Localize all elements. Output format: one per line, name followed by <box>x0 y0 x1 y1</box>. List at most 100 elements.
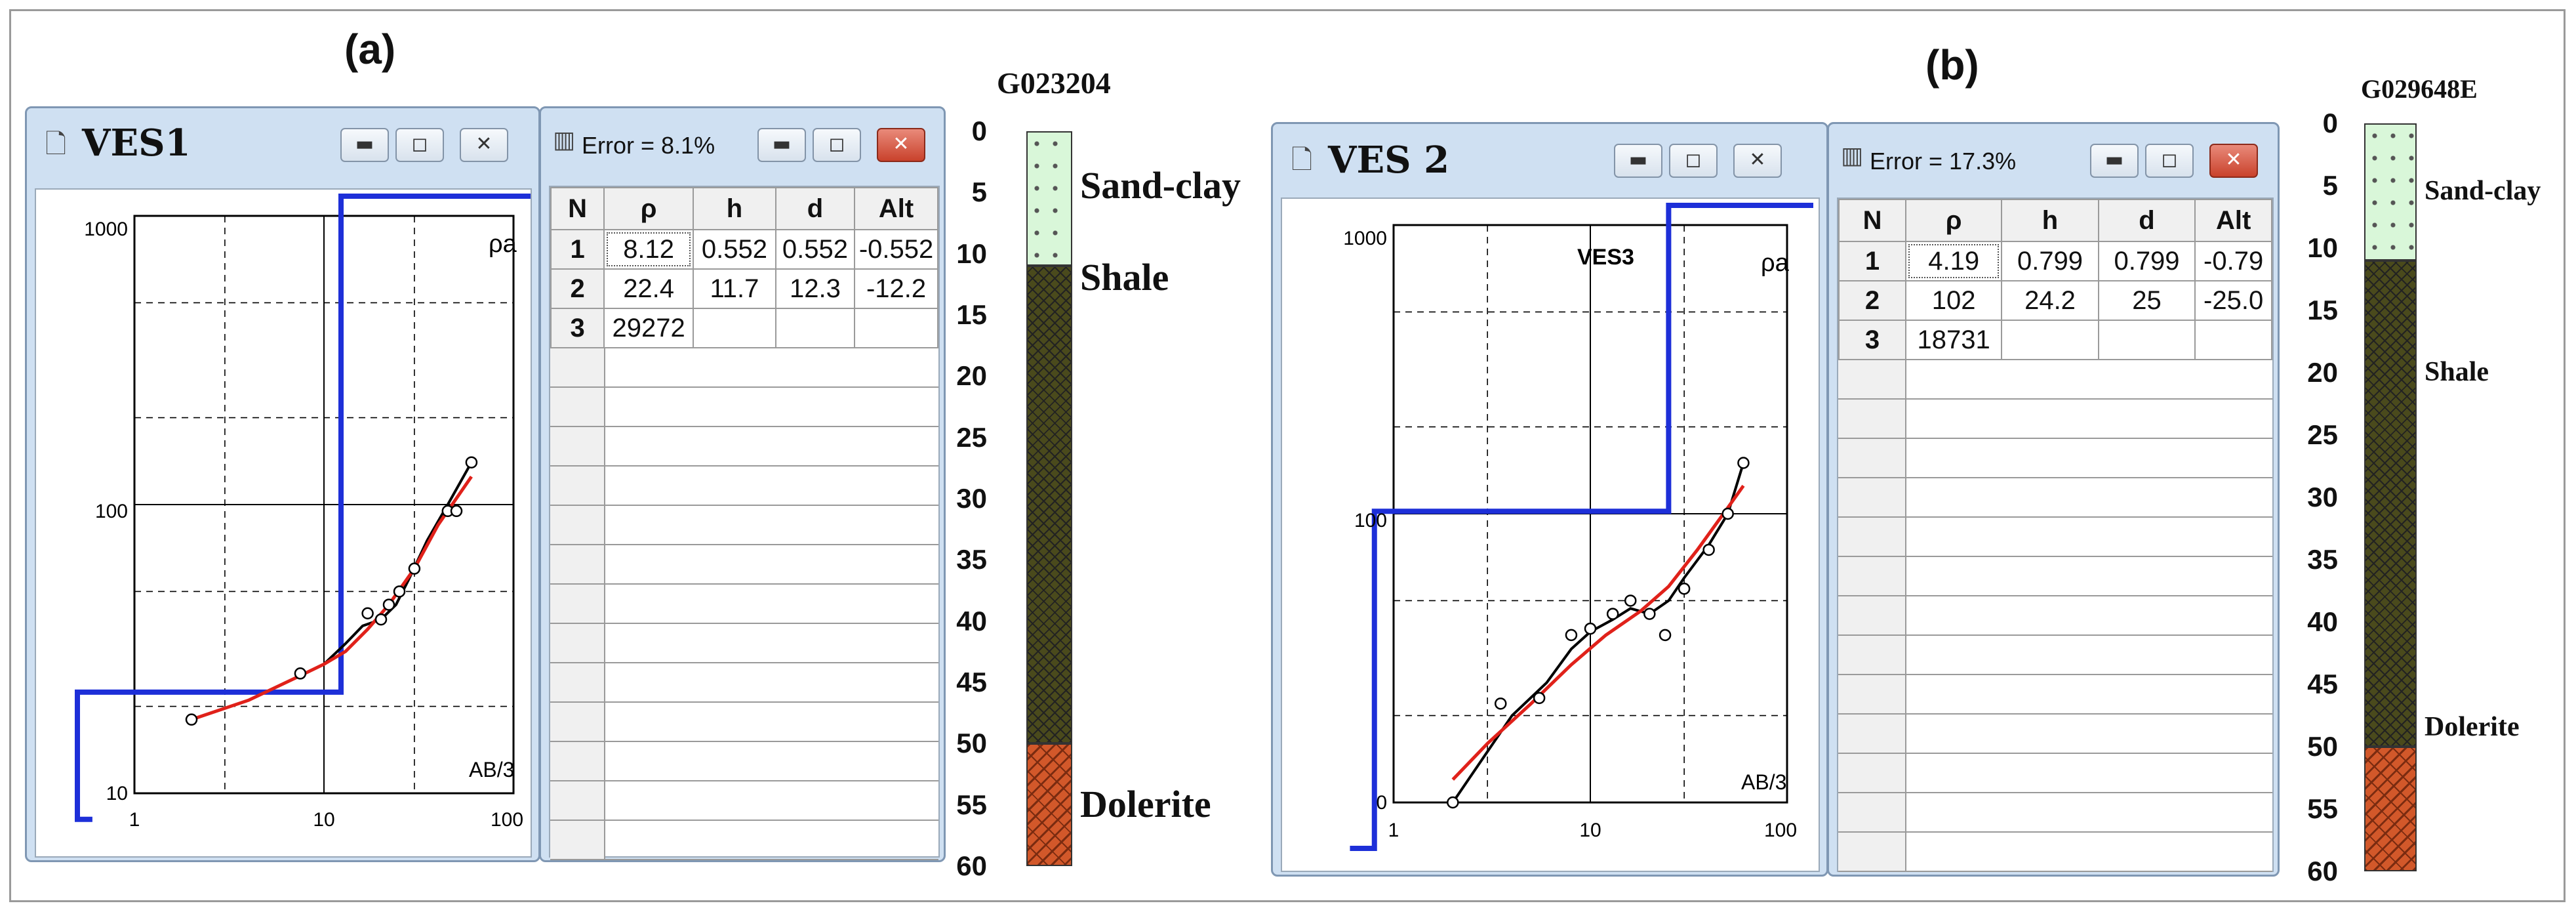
ves-window-b[interactable]: 🗋 VES 2 ▬ ◻ ✕ VES3 ρa AB/3 1000 100 0 1 … <box>1271 122 1828 877</box>
empty-table-row[interactable] <box>1838 636 2272 675</box>
ves-plot-area[interactable]: ρa AB/3 1000 100 10 1 10 100 <box>35 188 532 858</box>
minimize-button[interactable]: ▬ <box>340 128 389 162</box>
close-button[interactable]: ✕ <box>877 128 925 162</box>
cell-rho[interactable]: 102 <box>1905 280 2003 321</box>
depth-tick-label: 55 <box>956 789 987 820</box>
empty-table-row[interactable] <box>550 703 938 742</box>
cell-alt[interactable]: -25.0 <box>2194 280 2272 321</box>
empty-table-row[interactable] <box>550 545 938 585</box>
empty-table-row[interactable] <box>1838 360 2272 400</box>
empty-table-row[interactable] <box>550 585 938 624</box>
cell-h[interactable] <box>693 308 776 348</box>
ves-plot-area[interactable]: VES3 ρa AB/3 1000 100 0 1 10 100 <box>1281 197 1820 872</box>
table-window-a[interactable]: ▥ Error = 8.1% ▬ ◻ ✕ N ρ h d Alt 1 8.12 … <box>539 106 946 862</box>
ves-window-titlebar[interactable]: 🗋 VES 2 ▬ ◻ ✕ <box>1273 124 1826 188</box>
row-header-cell <box>550 585 605 623</box>
cell-h[interactable]: 11.7 <box>693 268 776 309</box>
cell-alt[interactable] <box>854 308 938 348</box>
empty-table-row[interactable] <box>550 663 938 703</box>
cell-alt[interactable]: -0.79 <box>2194 241 2272 281</box>
empty-table-row[interactable] <box>550 467 938 506</box>
depth-tick-label: 15 <box>956 299 987 330</box>
cell-h[interactable]: 24.2 <box>2001 280 2099 321</box>
cell-rho[interactable]: 18731 <box>1905 320 2003 360</box>
table-row[interactable]: 1 4.19 0.799 0.799 -0.79 <box>1838 241 2272 281</box>
lithology-layer <box>2364 260 2417 747</box>
cell-d[interactable]: 25 <box>2097 280 2196 321</box>
minimize-button[interactable]: ▬ <box>757 128 806 162</box>
cell-rho[interactable]: 8.12 <box>603 229 694 270</box>
empty-table-row[interactable] <box>1838 715 2272 754</box>
cell-rho[interactable]: 4.19 <box>1905 241 2003 281</box>
table-window-titlebar[interactable]: ▥ Error = 17.3% ▬ ◻ ✕ <box>1829 124 2278 188</box>
table-window-b[interactable]: ▥ Error = 17.3% ▬ ◻ ✕ N ρ h d Alt 1 4.19… <box>1827 122 2280 877</box>
empty-table-row[interactable] <box>550 742 938 781</box>
error-title: Error = 8.1% <box>582 132 715 159</box>
ves-window-titlebar[interactable]: 🗋 VES1 ▬ ◻ ✕ <box>27 108 538 173</box>
table-row[interactable]: 2 22.4 11.7 12.3 -12.2 <box>550 268 938 309</box>
empty-table-row[interactable] <box>550 388 938 427</box>
empty-table-row[interactable] <box>1838 596 2272 636</box>
table-row[interactable]: 3 18731 <box>1838 320 2272 360</box>
maximize-button[interactable]: ◻ <box>2145 144 2194 178</box>
layered-model-line <box>75 194 531 822</box>
empty-table-row[interactable] <box>550 821 938 860</box>
empty-table-row[interactable] <box>550 506 938 545</box>
minimize-button[interactable]: ▬ <box>2090 144 2139 178</box>
y-tick-label: 10 <box>106 783 128 804</box>
cell-rho[interactable]: 22.4 <box>603 268 694 309</box>
ves-window-a[interactable]: 🗋 VES1 ▬ ◻ ✕ ρa AB/3 1000 100 10 1 10 10… <box>25 106 540 862</box>
table-row[interactable]: 3 29272 <box>550 308 938 348</box>
ves-chart-b: VES3 ρa AB/3 1000 100 0 1 10 100 <box>1343 203 1813 851</box>
maximize-button[interactable]: ◻ <box>813 128 861 162</box>
empty-table-row[interactable] <box>1838 675 2272 715</box>
lithology-layer <box>1026 131 1072 266</box>
table-row[interactable]: 1 8.12 0.552 0.552 -0.552 <box>550 229 938 270</box>
row-header-cell <box>550 545 605 583</box>
maximize-button[interactable]: ◻ <box>395 128 444 162</box>
empty-table-row[interactable] <box>550 427 938 467</box>
x-axis-label: AB/3 <box>1741 770 1786 794</box>
cell-rho[interactable]: 29272 <box>603 308 694 348</box>
empty-table-row[interactable] <box>1838 439 2272 478</box>
x-tick-label: 1 <box>1388 820 1399 841</box>
empty-table-row[interactable] <box>1838 833 2272 872</box>
depth-tick-label: 10 <box>2307 232 2338 263</box>
row-header-cell <box>1838 439 1906 477</box>
empty-table-row[interactable] <box>1838 557 2272 596</box>
cell-h[interactable]: 0.799 <box>2001 241 2099 281</box>
cell-d[interactable]: 12.3 <box>775 268 856 309</box>
cell-alt[interactable]: -12.2 <box>854 268 938 309</box>
minimize-button[interactable]: ▬ <box>1614 144 1662 178</box>
data-point <box>1565 629 1578 642</box>
close-button[interactable]: ✕ <box>2209 144 2258 178</box>
cell-d[interactable]: 0.799 <box>2097 241 2196 281</box>
depth-tick-label: 40 <box>2307 606 2338 637</box>
lithology-label: Dolerite <box>1080 782 1211 825</box>
maximize-icon: ◻ <box>1685 148 1702 171</box>
row-header-cell <box>1838 793 1906 831</box>
cell-alt[interactable] <box>2194 320 2272 360</box>
empty-table-row[interactable] <box>1838 478 2272 518</box>
cell-alt[interactable]: -0.552 <box>854 229 938 270</box>
maximize-button[interactable]: ◻ <box>1669 144 1718 178</box>
empty-table-row[interactable] <box>550 348 938 388</box>
empty-table-row[interactable] <box>550 781 938 821</box>
empty-table-row[interactable] <box>550 624 938 663</box>
table-window-titlebar[interactable]: ▥ Error = 8.1% ▬ ◻ ✕ <box>541 108 944 173</box>
table-row[interactable]: 2 102 24.2 25 -25.0 <box>1838 280 2272 321</box>
minimize-icon: ▬ <box>355 133 374 156</box>
cell-h[interactable]: 0.552 <box>693 229 776 270</box>
cell-d[interactable]: 0.552 <box>775 229 856 270</box>
empty-table-row[interactable] <box>1838 400 2272 439</box>
empty-table-row[interactable] <box>1838 793 2272 833</box>
empty-table-row[interactable] <box>1838 518 2272 557</box>
close-button[interactable]: ✕ <box>1733 144 1782 178</box>
y-tick-label: 1000 <box>1343 228 1387 249</box>
cell-d[interactable] <box>775 308 856 348</box>
empty-table-row[interactable] <box>1838 754 2272 793</box>
depth-tick-label: 50 <box>956 728 987 759</box>
cell-h[interactable] <box>2001 320 2099 360</box>
cell-d[interactable] <box>2097 320 2196 360</box>
close-button[interactable]: ✕ <box>460 128 508 162</box>
